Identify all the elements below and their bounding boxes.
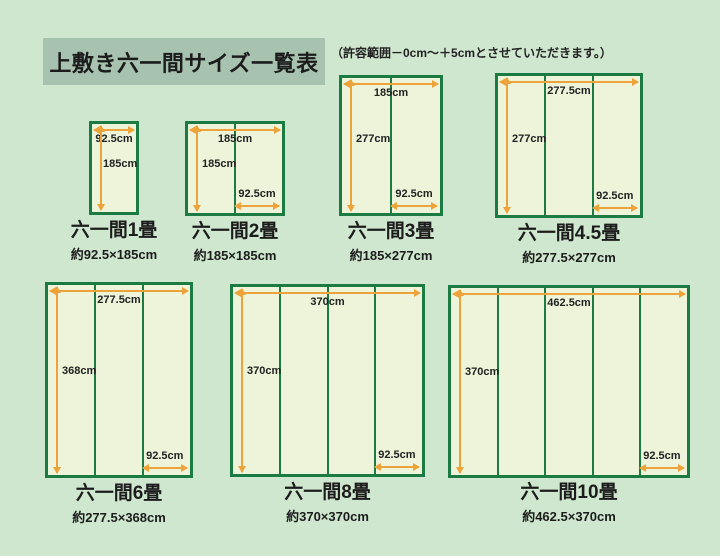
caption: 六一間4.5畳 約277.5×277cm (517, 223, 621, 266)
tatami-mat (233, 287, 279, 474)
height-dimension: 185cm (103, 157, 138, 170)
height-arrow (238, 288, 246, 473)
tatami-mat (591, 288, 640, 475)
caption: 六一間10畳 約462.5×370cm (520, 482, 618, 525)
diagram-name: 六一間3畳 (347, 221, 435, 242)
width-dimension: 277.5cm (547, 85, 591, 97)
diagram-name: 六一間4.5畳 (517, 223, 621, 244)
mat-width-dimension: 92.5cm (146, 450, 184, 462)
height-arrow (193, 125, 201, 212)
tatami-mat (48, 285, 94, 475)
diagram-name: 六一間2畳 (191, 221, 279, 242)
tatami-outline: 92.5cm 185cm (89, 121, 139, 215)
width-arrow (343, 80, 439, 88)
tatami-mat (639, 288, 687, 475)
height-dimension: 185cm (202, 158, 237, 171)
mat-width-dimension: 92.5cm (643, 450, 681, 462)
mat-area (342, 78, 440, 213)
diagram-name: 六一間10畳 (520, 482, 618, 503)
mat-width-arrow (373, 463, 421, 471)
mat-area (498, 76, 640, 215)
diagram-size: 約185×185cm (193, 247, 277, 263)
width-dimension: 185cm (373, 87, 409, 99)
width-dimension: 462.5cm (547, 297, 591, 309)
diagram-3jo: 185cm 277cm 92.5cm 六一間3畳 約185×277cm (339, 75, 443, 263)
height-dimension: 277cm (512, 132, 547, 145)
tatami-mat (390, 78, 440, 213)
diagram-size: 約92.5×185cm (70, 246, 158, 262)
diagram-size: 約185×277cm (349, 247, 433, 263)
tatami-mat (544, 76, 592, 215)
mat-area (48, 285, 190, 475)
diagram-name: 六一間8畳 (284, 482, 371, 503)
width-dimension: 277.5cm (97, 294, 141, 306)
diagram-8jo: 370cm 370cm 92.5cm 六一間8畳 約370×370cm (230, 284, 425, 524)
mat-area (188, 124, 282, 213)
width-arrow (49, 287, 189, 295)
width-dimension: 185cm (217, 133, 253, 145)
tatami-mat (374, 287, 422, 474)
height-dimension: 370cm (247, 365, 282, 378)
mat-width-dimension: 92.5cm (238, 188, 276, 200)
diagram-name: 六一間6畳 (75, 483, 163, 504)
width-arrow (499, 78, 639, 86)
width-dimension: 370cm (310, 296, 345, 308)
tatami-mat (451, 288, 497, 475)
width-arrow (452, 290, 686, 298)
tolerance-note: （許容範囲－0cm～＋5cmとさせていただきます。） (331, 46, 612, 60)
height-arrow (347, 79, 355, 212)
caption: 六一間2畳 約185×185cm (191, 221, 279, 264)
tatami-outline: 462.5cm 370cm 92.5cm (448, 285, 690, 478)
tatami-mat (278, 287, 327, 474)
mat-area (451, 288, 687, 475)
tatami-mat (326, 287, 375, 474)
width-arrow (234, 289, 421, 297)
diagram-size: 約370×370cm (286, 508, 369, 524)
tatami-outline: 277.5cm 368cm 92.5cm (45, 282, 193, 478)
caption: 六一間8畳 約370×370cm (284, 482, 371, 525)
caption: 六一間1畳 約92.5×185cm (70, 220, 158, 263)
diagram-name: 六一間1畳 (70, 220, 158, 241)
mat-width-arrow (141, 464, 189, 472)
diagram-size: 約277.5×368cm (72, 509, 166, 525)
diagram-size: 約277.5×277cm (522, 249, 616, 265)
tatami-mat (142, 285, 190, 475)
height-dimension: 370cm (465, 366, 500, 379)
tatami-mat (234, 124, 282, 213)
tatami-mat (94, 285, 142, 475)
mat-width-arrow (591, 204, 639, 212)
height-dimension: 277cm (356, 132, 391, 145)
diagram-6jo: 277.5cm 368cm 92.5cm 六一間6畳 約277.5×368cm (45, 282, 193, 525)
tatami-outline: 185cm 277cm 92.5cm (339, 75, 443, 216)
tatami-mat (592, 76, 640, 215)
mat-width-arrow (390, 202, 438, 210)
caption: 六一間6畳 約277.5×368cm (72, 483, 166, 526)
height-arrow (503, 77, 511, 214)
mat-width-arrow (638, 464, 686, 472)
page-title: 上敷き六一間サイズ一覧表 (43, 38, 325, 85)
height-arrow (53, 286, 61, 474)
mat-width-dimension: 92.5cm (378, 449, 416, 461)
tatami-mat (544, 288, 592, 475)
diagram-10jo: 462.5cm 370cm 92.5cm 六一間10畳 約462.5×370cm (448, 285, 690, 524)
mat-width-arrow (234, 202, 280, 210)
diagram-size: 約462.5×370cm (522, 508, 616, 524)
tatami-outline: 370cm 370cm 92.5cm (230, 284, 425, 477)
height-dimension: 368cm (62, 364, 97, 377)
width-dimension: 92.5cm (95, 133, 133, 145)
diagram-4-5jo: 277.5cm 277cm 92.5cm 六一間4.5畳 約277.5×277c… (495, 73, 643, 265)
height-arrow (97, 125, 105, 211)
width-arrow (189, 126, 281, 134)
diagram-2jo: 185cm 185cm 92.5cm 六一間2畳 約185×185cm (185, 121, 285, 263)
diagram-1jo: 92.5cm 185cm 六一間1畳 約92.5×185cm (71, 121, 157, 262)
tatami-outline: 185cm 185cm 92.5cm (185, 121, 285, 216)
caption: 六一間3畳 約185×277cm (347, 221, 435, 264)
mat-width-dimension: 92.5cm (395, 188, 433, 200)
height-arrow (456, 289, 464, 474)
width-arrow (93, 126, 135, 134)
mat-width-dimension: 92.5cm (596, 190, 634, 202)
tatami-mat (496, 288, 545, 475)
tatami-outline: 277.5cm 277cm 92.5cm (495, 73, 643, 218)
mat-area (233, 287, 422, 474)
